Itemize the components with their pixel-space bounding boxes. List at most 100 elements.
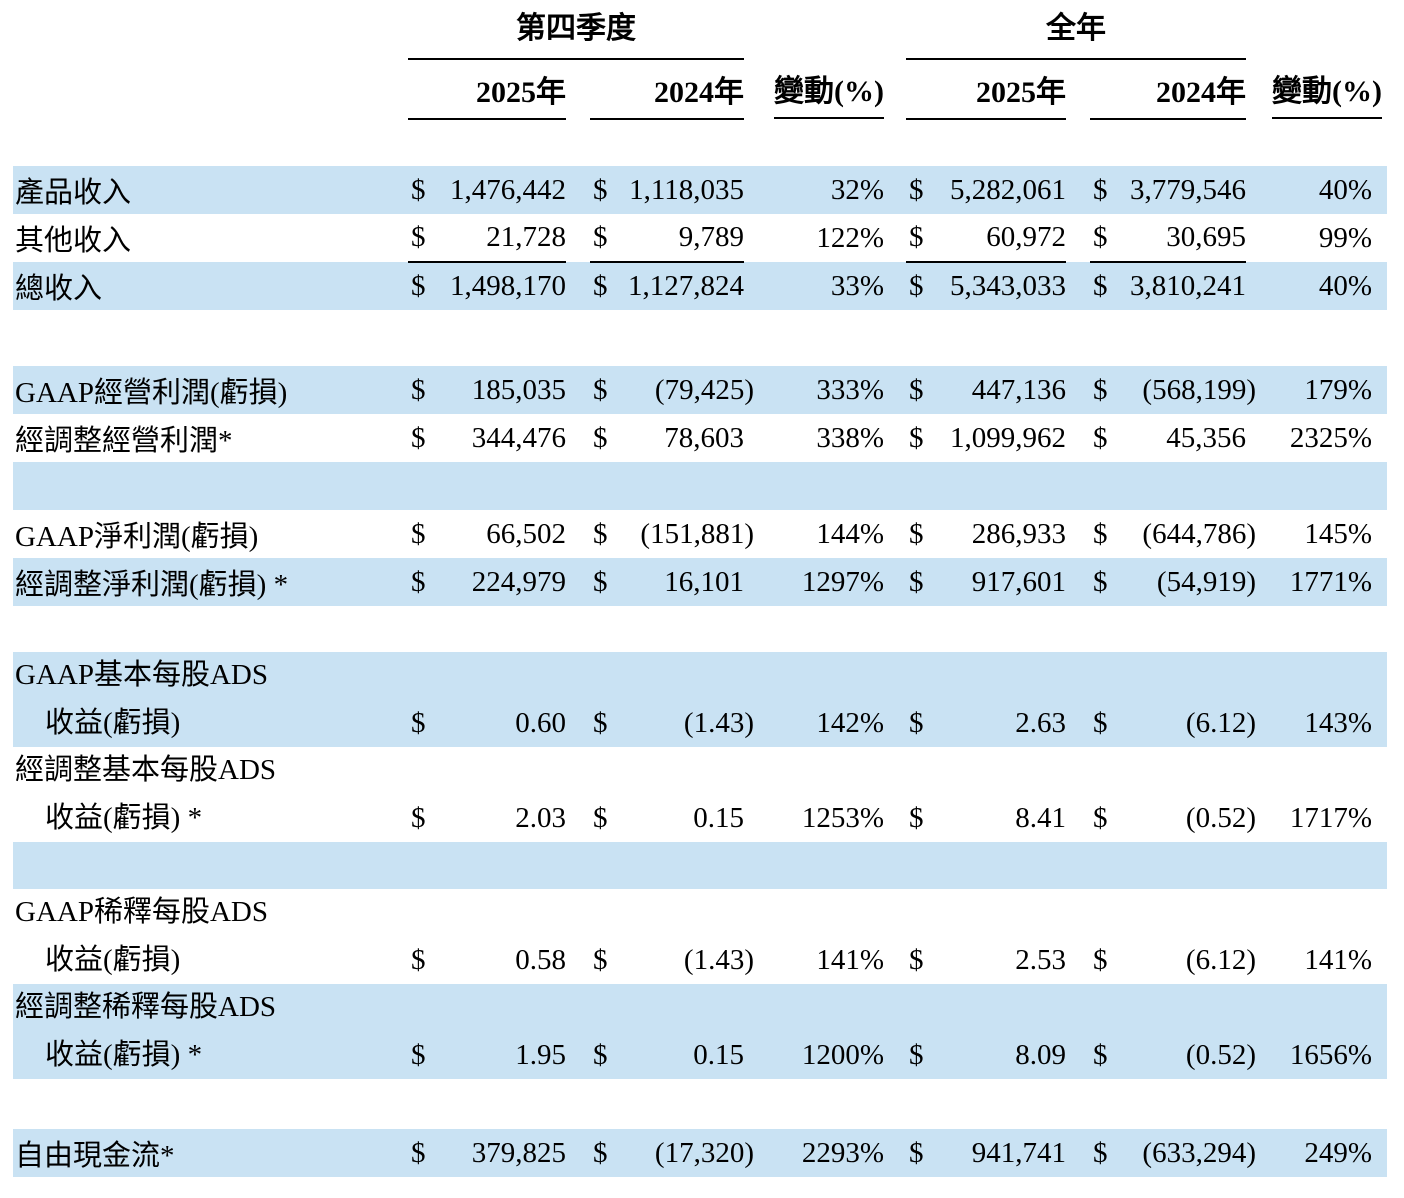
currency-symbol: $ bbox=[593, 517, 608, 550]
column-gap bbox=[884, 558, 906, 606]
cell-fy-2025: $941,741 bbox=[906, 1129, 1066, 1177]
cell-fy-change: 1771% bbox=[1289, 565, 1372, 598]
cell-fy-2025: $447,136 bbox=[906, 366, 1066, 414]
row-label: 經調整經營利潤* bbox=[15, 425, 233, 457]
row-label: GAAP基本每股ADS 收益(虧損) bbox=[13, 652, 408, 747]
cell-q4-2024: $1,118,035 bbox=[590, 166, 744, 214]
currency-symbol: $ bbox=[411, 173, 426, 206]
cell-q4-2025: $185,035 bbox=[408, 366, 566, 414]
cell-q4-2024: $ (1.43) bbox=[590, 889, 754, 984]
header-spacer bbox=[1246, 0, 1387, 59]
currency-symbol: $ bbox=[411, 270, 426, 302]
cell-fy-2024: $ (633,294) bbox=[1090, 1129, 1256, 1177]
highlight-spacer-row bbox=[13, 462, 1387, 510]
column-gap bbox=[566, 59, 590, 119]
currency-symbol: $ bbox=[909, 421, 924, 454]
row-label-line1: 經調整基本每股ADS bbox=[15, 754, 277, 786]
cell-fy-2025: $60,972 bbox=[906, 214, 1066, 263]
column-gap bbox=[566, 747, 590, 842]
cell-q4-change: 33% bbox=[830, 269, 884, 302]
column-gap bbox=[566, 166, 590, 214]
amount-value: (644,786) bbox=[1142, 517, 1256, 550]
spacer-row bbox=[13, 1079, 1387, 1129]
amount-value: 78,603 bbox=[664, 421, 744, 454]
cell-q4-2024: $0.15 bbox=[590, 984, 744, 1079]
cell-fy-2024: $ (0.52) bbox=[1090, 984, 1256, 1079]
amount-value: 2.03 bbox=[515, 802, 566, 834]
amount-value: 3,779,546 bbox=[1130, 173, 1246, 206]
column-gap bbox=[1066, 510, 1090, 558]
currency-symbol: $ bbox=[593, 1039, 608, 1071]
row-label-line1: 經調整稀釋每股ADS bbox=[15, 991, 277, 1023]
currency-symbol: $ bbox=[1093, 707, 1108, 739]
currency-symbol: $ bbox=[593, 173, 608, 206]
currency-symbol: $ bbox=[1093, 565, 1108, 598]
cell-fy-2024: $ (644,786) bbox=[1090, 510, 1256, 558]
currency-symbol: $ bbox=[909, 270, 924, 302]
row-label: 自由現金流* bbox=[15, 1140, 175, 1172]
fy-change-column-header: 變動(%) bbox=[1246, 59, 1387, 119]
empty-cell bbox=[13, 462, 1387, 510]
currency-symbol: $ bbox=[909, 802, 924, 834]
cell-fy-2025: $917,601 bbox=[906, 558, 1066, 606]
amount-value: 447,136 bbox=[971, 373, 1066, 406]
cell-fy-change: 2325% bbox=[1289, 421, 1372, 454]
currency-symbol: $ bbox=[909, 173, 924, 206]
currency-symbol: $ bbox=[593, 421, 608, 454]
amount-value: 1,498,170 bbox=[450, 270, 566, 302]
amount-value: (6.12) bbox=[1185, 944, 1256, 976]
cell-q4-2024: $16,101 bbox=[590, 558, 744, 606]
row-label: 其他收入 bbox=[15, 225, 132, 257]
cell-fy-2024: $ (0.52) bbox=[1090, 747, 1256, 842]
column-gap bbox=[566, 214, 590, 262]
fy-2024-column-header: 2024年 bbox=[1090, 59, 1246, 120]
column-gap bbox=[566, 1129, 590, 1177]
row-label: 總收入 bbox=[15, 273, 103, 305]
column-gap bbox=[566, 510, 590, 558]
spacer-row bbox=[13, 310, 1387, 366]
currency-symbol: $ bbox=[411, 421, 426, 454]
column-gap bbox=[1066, 984, 1090, 1079]
column-gap bbox=[566, 889, 590, 984]
cell-fy-2024: $ (6.12) bbox=[1090, 652, 1256, 747]
column-gap bbox=[1066, 747, 1090, 842]
row-label: GAAP淨利潤(虧損) bbox=[15, 521, 259, 553]
column-gap bbox=[884, 59, 906, 119]
column-gap bbox=[884, 652, 906, 747]
cell-q4-2025: $1.95 bbox=[408, 984, 566, 1079]
row-label: 產品收入 bbox=[15, 177, 132, 209]
financial-highlights-table: 第四季度 全年 2025年 2024年 變動(%) 2025年 2024年 變動… bbox=[13, 0, 1387, 1177]
q4-change-column-header: 變動(%) bbox=[744, 59, 884, 119]
header-spacer bbox=[13, 59, 408, 119]
cell-fy-change: 145% bbox=[1304, 517, 1372, 550]
cell-q4-change: 338% bbox=[816, 421, 884, 454]
column-gap bbox=[566, 366, 590, 414]
column-gap bbox=[1066, 1129, 1090, 1177]
amount-value: (0.52) bbox=[1185, 1039, 1256, 1071]
table-row: GAAP經營利潤(虧損) $185,035 $ (79,425) 333% $447,13… bbox=[13, 366, 1387, 414]
column-gap bbox=[566, 414, 590, 462]
empty-cell bbox=[13, 119, 1387, 166]
cell-fy-2025: $286,933 bbox=[906, 510, 1066, 558]
spacer-row bbox=[13, 606, 1387, 652]
amount-value: 941,741 bbox=[971, 1136, 1066, 1169]
amount-value: 379,825 bbox=[471, 1136, 566, 1169]
column-gap bbox=[566, 558, 590, 606]
amount-value: (17,320) bbox=[654, 1136, 754, 1169]
group-header-row: 第四季度 全年 bbox=[13, 0, 1387, 60]
cell-fy-2025: $5,282,061 bbox=[906, 166, 1066, 214]
amount-value: 5,343,033 bbox=[950, 270, 1066, 302]
amount-value: 16,101 bbox=[664, 565, 744, 598]
amount-value: (568,199) bbox=[1142, 373, 1256, 406]
amount-value: (151,881) bbox=[640, 517, 754, 550]
cell-q4-2025: $224,979 bbox=[408, 558, 566, 606]
amount-value: 0.15 bbox=[693, 802, 744, 834]
column-gap bbox=[884, 889, 906, 984]
cell-fy-2025: $5,343,033 bbox=[906, 262, 1066, 310]
cell-q4-2025: $66,502 bbox=[408, 510, 566, 558]
column-gap bbox=[884, 262, 906, 310]
column-gap bbox=[1066, 558, 1090, 606]
table-row: 經調整基本每股ADS 收益(虧損) * $2.03 $0.15 1253% $8.41 $(… bbox=[13, 747, 1387, 842]
cell-q4-2025: $0.60 bbox=[408, 652, 566, 747]
amount-value: 0.15 bbox=[693, 1039, 744, 1071]
